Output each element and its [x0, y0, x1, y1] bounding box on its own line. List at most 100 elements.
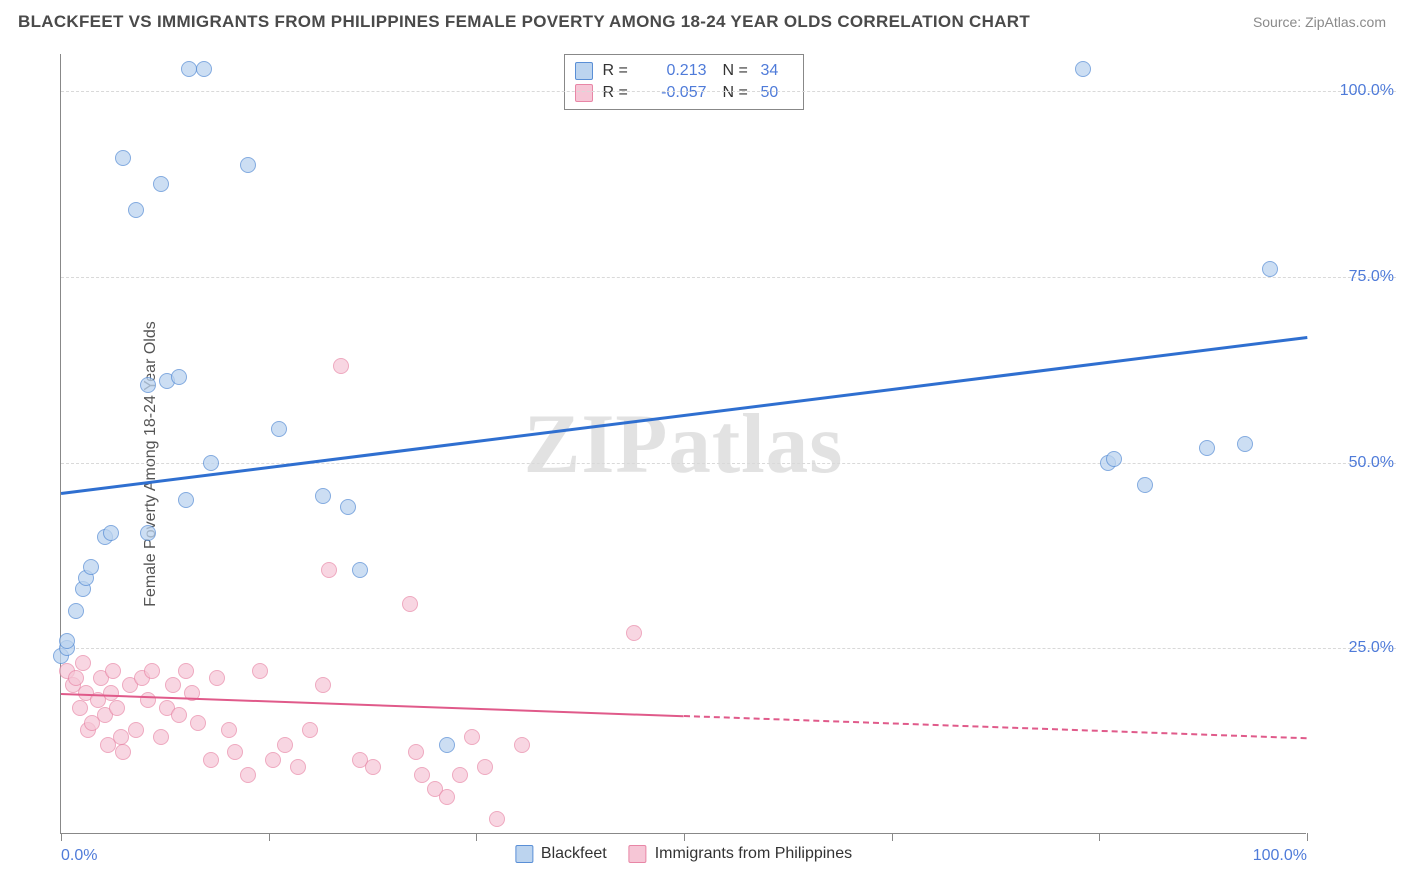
gridline — [61, 91, 1396, 92]
data-point — [365, 759, 381, 775]
data-point — [252, 663, 268, 679]
data-point — [321, 562, 337, 578]
data-point — [203, 752, 219, 768]
legend-swatch — [575, 84, 593, 102]
data-point — [464, 729, 480, 745]
data-point — [165, 677, 181, 693]
legend-n-value: 50 — [761, 82, 791, 104]
y-tick-label: 50.0% — [1349, 454, 1394, 472]
data-point — [227, 744, 243, 760]
data-point — [402, 596, 418, 612]
legend-r-value: -0.057 — [647, 82, 707, 104]
data-point — [209, 670, 225, 686]
data-point — [196, 61, 212, 77]
data-point — [105, 663, 121, 679]
legend-n-value: 34 — [761, 60, 791, 82]
data-point — [203, 455, 219, 471]
data-point — [68, 670, 84, 686]
data-point — [178, 492, 194, 508]
data-point — [128, 722, 144, 738]
correlation-legend: R =0.213N =34R =-0.057N =50 — [564, 54, 804, 110]
source-credit: Source: ZipAtlas.com — [1253, 14, 1386, 30]
chart-title: BLACKFEET VS IMMIGRANTS FROM PHILIPPINES… — [18, 12, 1030, 32]
y-tick-label: 25.0% — [1349, 639, 1394, 657]
data-point — [113, 729, 129, 745]
data-point — [489, 811, 505, 827]
x-tick — [476, 833, 477, 841]
series-legend: Blackfeet Immigrants from Philippines — [515, 845, 852, 863]
gridline — [61, 277, 1396, 278]
data-point — [83, 559, 99, 575]
legend-n-label: N = — [717, 60, 751, 82]
data-point — [221, 722, 237, 738]
data-point — [290, 759, 306, 775]
data-point — [1262, 261, 1278, 277]
data-point — [277, 737, 293, 753]
data-point — [1199, 440, 1215, 456]
legend-row: R =0.213N =34 — [575, 60, 791, 82]
data-point — [181, 61, 197, 77]
data-point — [626, 625, 642, 641]
data-point — [1137, 477, 1153, 493]
data-point — [352, 562, 368, 578]
data-point — [103, 685, 119, 701]
data-point — [190, 715, 206, 731]
data-point — [103, 525, 119, 541]
trend-line — [684, 715, 1307, 739]
legend-swatch — [515, 845, 533, 863]
data-point — [240, 157, 256, 173]
legend-r-label: R = — [603, 82, 637, 104]
data-point — [439, 789, 455, 805]
gridline — [61, 463, 1396, 464]
data-point — [265, 752, 281, 768]
data-point — [333, 358, 349, 374]
data-point — [144, 663, 160, 679]
watermark: ZIPatlas — [524, 395, 844, 493]
plot-area: ZIPatlas R =0.213N =34R =-0.057N =50 Bla… — [60, 54, 1306, 834]
data-point — [153, 176, 169, 192]
legend-row: R =-0.057N =50 — [575, 82, 791, 104]
data-point — [140, 692, 156, 708]
data-point — [340, 499, 356, 515]
data-point — [408, 744, 424, 760]
legend-r-value: 0.213 — [647, 60, 707, 82]
x-tick — [1099, 833, 1100, 841]
data-point — [115, 744, 131, 760]
data-point — [72, 700, 88, 716]
data-point — [75, 655, 91, 671]
data-point — [68, 603, 84, 619]
gridline — [61, 648, 1396, 649]
x-tick-label: 100.0% — [1253, 847, 1307, 865]
legend-swatch — [575, 62, 593, 80]
data-point — [1237, 436, 1253, 452]
chart-container: Female Poverty Among 18-24 Year Olds ZIP… — [16, 46, 1396, 882]
data-point — [171, 369, 187, 385]
data-point — [414, 767, 430, 783]
data-point — [477, 759, 493, 775]
x-tick-label: 0.0% — [61, 847, 97, 865]
data-point — [452, 767, 468, 783]
x-tick — [892, 833, 893, 841]
data-point — [140, 377, 156, 393]
data-point — [59, 633, 75, 649]
legend-label: Blackfeet — [541, 845, 607, 863]
legend-label: Immigrants from Philippines — [655, 845, 852, 863]
legend-item: Blackfeet — [515, 845, 607, 863]
data-point — [271, 421, 287, 437]
data-point — [514, 737, 530, 753]
x-tick — [61, 833, 62, 841]
x-tick — [269, 833, 270, 841]
legend-swatch — [629, 845, 647, 863]
data-point — [178, 663, 194, 679]
y-tick-label: 75.0% — [1349, 268, 1394, 286]
data-point — [153, 729, 169, 745]
data-point — [315, 677, 331, 693]
y-tick-label: 100.0% — [1340, 82, 1394, 100]
data-point — [128, 202, 144, 218]
data-point — [140, 525, 156, 541]
data-point — [315, 488, 331, 504]
x-tick — [684, 833, 685, 841]
data-point — [1075, 61, 1091, 77]
data-point — [1106, 451, 1122, 467]
data-point — [439, 737, 455, 753]
